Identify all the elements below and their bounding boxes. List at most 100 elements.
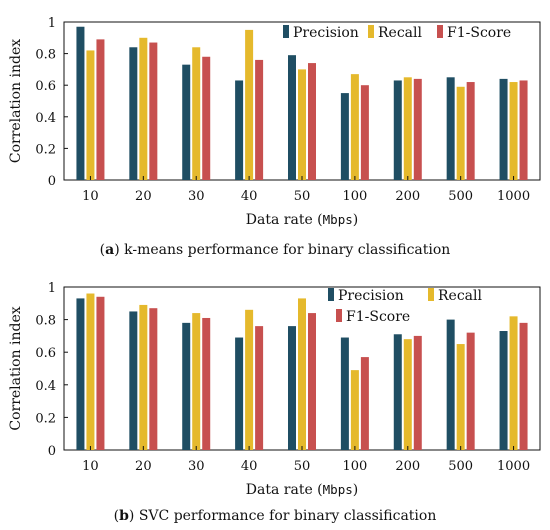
- bar-f1-score-50: [308, 63, 316, 180]
- x-axis-label: Data rate (Mbps): [246, 212, 358, 228]
- y-tick-label: 0.6: [35, 346, 56, 361]
- bar-precision-40: [235, 80, 244, 180]
- y-axis-label: Correlation index: [8, 306, 24, 430]
- y-tick-label: 1: [48, 281, 56, 296]
- chart-panel-a: 0 0.2 0.4 0.6 0.8 1 10 20 30 40 50 100 200 500 1000 Pre…: [8, 16, 541, 258]
- x-tick-label: 1000: [497, 189, 530, 204]
- x-axis-label-unit: Mbps: [323, 482, 353, 497]
- bar-recall-20: [139, 304, 148, 450]
- x-tick-label: 1000: [497, 459, 530, 474]
- legend-swatch-recall: [428, 288, 434, 301]
- x-tick-label: 40: [241, 459, 258, 474]
- legend-swatch-recall: [368, 25, 374, 38]
- bar-precision-1000: [499, 331, 508, 450]
- x-tick-label: 100: [342, 189, 367, 204]
- bar-f1-score-100: [360, 85, 369, 180]
- bar-precision-20: [129, 311, 138, 450]
- bar-precision-10: [76, 298, 85, 450]
- caption-paren-open: (: [100, 242, 105, 258]
- bar-recall-40: [245, 309, 254, 450]
- y-tick-label: 0.6: [35, 79, 56, 94]
- x-axis-label: Data rate (Mbps): [246, 482, 358, 498]
- x-tick-label: 10: [82, 459, 99, 474]
- x-tick-label: 200: [395, 189, 420, 204]
- x-tick-label: 20: [135, 189, 152, 204]
- x-tick-label: 20: [135, 459, 152, 474]
- chart-caption: (a) k-means performance for binary class…: [100, 242, 451, 258]
- caption-paren-close: ): [114, 242, 119, 258]
- legend-swatch-f1-score: [336, 309, 342, 322]
- caption-text: SVC performance for binary classificatio…: [134, 508, 436, 524]
- x-axis-label-prefix: Data rate (: [246, 482, 323, 498]
- bar-recall-500: [456, 86, 465, 180]
- bar-precision-1000: [499, 78, 508, 180]
- bar-recall-200: [403, 339, 412, 450]
- bar-f1-score-40: [255, 59, 264, 180]
- bar-precision-20: [129, 47, 138, 180]
- y-tick-label: 0.8: [35, 314, 56, 329]
- x-tick-label: 50: [294, 189, 311, 204]
- bar-recall-50: [298, 298, 306, 450]
- x-tick-label: 30: [188, 189, 205, 204]
- bar-recall-100: [350, 74, 359, 180]
- bar-precision-200: [393, 80, 402, 180]
- legend-label: Recall: [438, 288, 482, 304]
- x-tick-label: 10: [82, 189, 99, 204]
- y-tick-label: 0.2: [35, 411, 56, 426]
- bar-f1-score-50: [308, 313, 316, 450]
- bar-f1-score-200: [413, 78, 422, 180]
- bar-f1-score-100: [360, 357, 369, 450]
- bar-f1-score-10: [96, 296, 105, 450]
- bar-precision-500: [446, 77, 455, 180]
- bar-recall-500: [456, 344, 465, 450]
- bar-recall-100: [350, 370, 359, 450]
- bar-precision-200: [393, 334, 402, 450]
- bar-precision-100: [340, 337, 349, 450]
- legend-label: Precision: [338, 288, 404, 304]
- legend-swatch-precision: [283, 25, 289, 38]
- bar-recall-10: [86, 50, 95, 180]
- caption-paren-close: ): [129, 508, 134, 524]
- legend-label: F1-Score: [447, 25, 511, 41]
- bar-precision-50: [288, 326, 296, 450]
- bar-recall-40: [245, 29, 254, 181]
- y-tick-label: 0.8: [35, 48, 56, 63]
- legend-label: Recall: [378, 25, 422, 41]
- bar-recall-1000: [509, 82, 518, 180]
- bar-f1-score-30: [202, 56, 211, 181]
- bar-precision-30: [182, 64, 191, 180]
- bar-precision-100: [340, 93, 349, 180]
- legend-swatch-precision: [328, 288, 334, 301]
- bar-f1-score-20: [149, 42, 158, 180]
- bar-precision-50: [288, 55, 296, 180]
- bar-precision-10: [76, 26, 85, 180]
- caption-paren-open: (: [114, 508, 119, 524]
- bar-f1-score-1000: [519, 80, 528, 180]
- x-axis-label-unit: Mbps: [323, 212, 353, 227]
- x-tick-label: 50: [294, 459, 311, 474]
- caption-letter: b: [119, 508, 129, 524]
- x-tick-label: 500: [448, 459, 473, 474]
- bar-f1-score-10: [96, 39, 105, 180]
- caption-text: k-means performance for binary classific…: [120, 242, 451, 258]
- y-tick-label: 0: [48, 444, 56, 459]
- bar-recall-10: [86, 293, 95, 450]
- legend-label: Precision: [293, 25, 359, 41]
- y-tick-label: 0.4: [35, 111, 56, 126]
- y-tick-label: 1: [48, 16, 56, 31]
- bar-f1-score-1000: [519, 322, 528, 450]
- bar-recall-30: [192, 313, 201, 450]
- x-tick-label: 500: [448, 189, 473, 204]
- bar-recall-30: [192, 47, 201, 180]
- x-tick-label: 200: [395, 459, 420, 474]
- y-tick-label: 0: [48, 174, 56, 189]
- chart-caption: (b) SVC performance for binary classific…: [114, 508, 437, 524]
- bar-recall-20: [139, 37, 148, 180]
- y-tick-label: 0.2: [35, 142, 56, 157]
- y-tick-label: 0.4: [35, 379, 56, 394]
- bar-f1-score-200: [413, 335, 422, 450]
- bar-f1-score-40: [255, 326, 264, 450]
- bar-recall-50: [298, 69, 306, 180]
- bar-precision-40: [235, 337, 244, 450]
- x-tick-label: 40: [241, 189, 258, 204]
